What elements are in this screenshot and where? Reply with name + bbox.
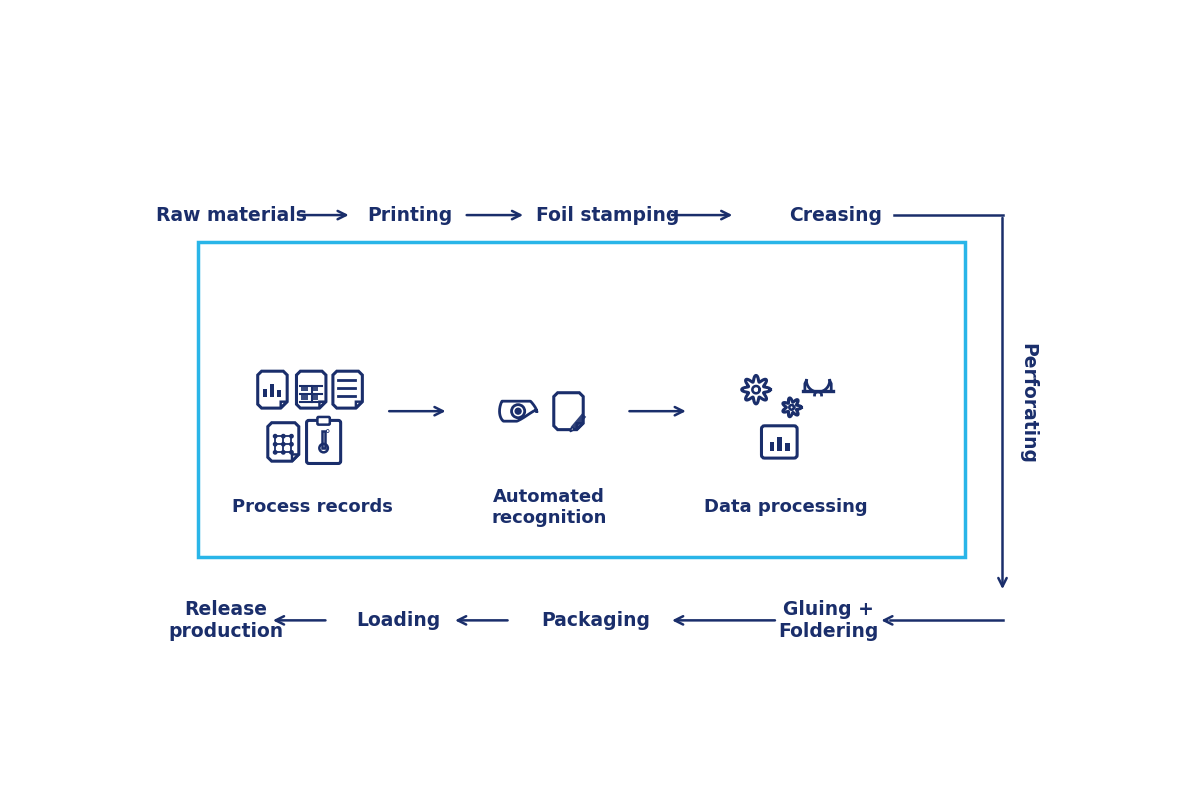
Text: Raw materials: Raw materials bbox=[156, 205, 307, 225]
Circle shape bbox=[289, 451, 293, 454]
Text: Printing: Printing bbox=[367, 205, 452, 225]
Circle shape bbox=[274, 451, 277, 454]
Bar bbox=[311, 396, 318, 400]
Bar bbox=[263, 389, 266, 397]
Bar bbox=[322, 431, 325, 448]
Circle shape bbox=[282, 443, 286, 446]
Text: Perforating: Perforating bbox=[1018, 343, 1037, 464]
Text: Gluing +
Foldering: Gluing + Foldering bbox=[778, 600, 878, 641]
Text: Creasing: Creasing bbox=[790, 205, 882, 225]
Text: Packaging: Packaging bbox=[541, 611, 650, 630]
Text: Loading: Loading bbox=[356, 611, 440, 630]
Text: Automated
recognition: Automated recognition bbox=[492, 488, 607, 527]
Text: Process records: Process records bbox=[233, 499, 394, 516]
Circle shape bbox=[515, 408, 521, 414]
Text: Data processing: Data processing bbox=[703, 499, 868, 516]
Text: Release
production: Release production bbox=[168, 600, 283, 641]
Bar bbox=[778, 437, 782, 451]
Circle shape bbox=[274, 443, 277, 446]
Bar bbox=[301, 396, 307, 400]
Bar bbox=[301, 387, 307, 392]
Circle shape bbox=[282, 451, 286, 454]
Circle shape bbox=[289, 443, 293, 446]
Bar bbox=[276, 391, 281, 397]
Text: °: ° bbox=[325, 429, 331, 439]
Bar bbox=[769, 442, 774, 451]
Bar bbox=[785, 443, 790, 451]
Bar bbox=[198, 242, 965, 558]
Polygon shape bbox=[570, 427, 575, 431]
FancyBboxPatch shape bbox=[317, 417, 330, 424]
Circle shape bbox=[282, 435, 286, 438]
Circle shape bbox=[289, 435, 293, 438]
Bar bbox=[311, 387, 318, 392]
Polygon shape bbox=[571, 413, 586, 430]
Text: Foil stamping: Foil stamping bbox=[535, 205, 679, 225]
Circle shape bbox=[274, 435, 277, 438]
Bar bbox=[270, 384, 274, 397]
